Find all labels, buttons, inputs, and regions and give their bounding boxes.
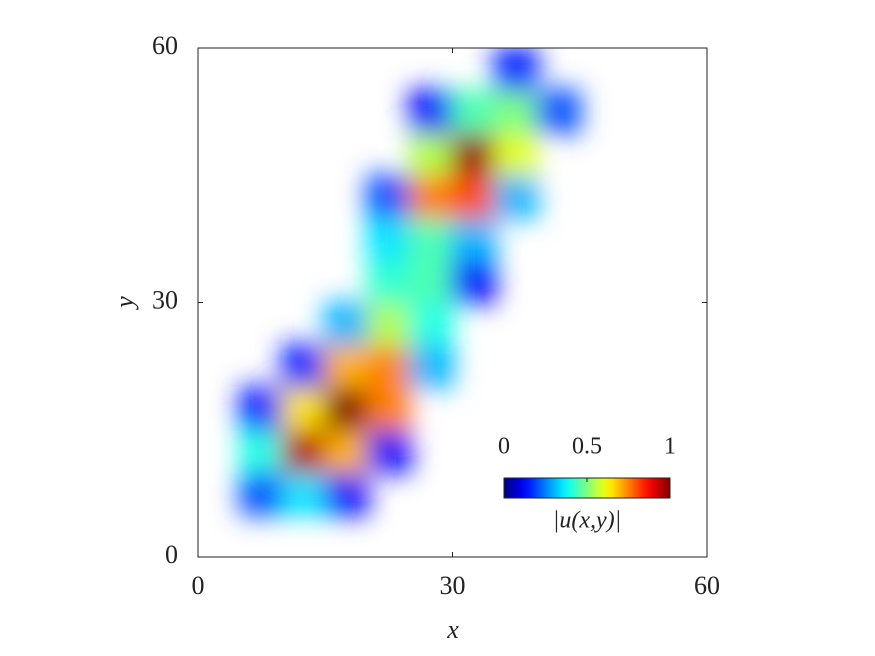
colorbar-tick-label: 1 bbox=[664, 434, 676, 460]
colorbar-tick-label: 0.5 bbox=[572, 434, 602, 460]
heat-cell bbox=[409, 174, 454, 219]
heat-cell bbox=[493, 174, 539, 219]
heat-cell bbox=[409, 89, 454, 134]
y-axis-label: y bbox=[110, 296, 139, 311]
x-tick-label: 60 bbox=[694, 571, 720, 600]
heat-cell bbox=[409, 301, 454, 346]
heat-cell bbox=[281, 386, 327, 431]
heat-cell bbox=[239, 386, 284, 431]
heat-cell bbox=[324, 471, 369, 516]
y-tick-label: 0 bbox=[165, 540, 178, 569]
heat-cell bbox=[239, 428, 284, 474]
x-axis-label: x bbox=[446, 615, 459, 644]
heat-cell bbox=[366, 343, 412, 389]
field bbox=[239, 48, 581, 516]
heat-cell bbox=[366, 428, 412, 474]
heat-cell bbox=[493, 131, 539, 177]
heat-cell bbox=[451, 259, 496, 304]
heat-cell bbox=[451, 174, 496, 219]
heat-cell bbox=[409, 131, 454, 177]
heat-cell bbox=[451, 131, 496, 177]
heat-cell bbox=[493, 48, 539, 92]
heat-cell bbox=[409, 343, 454, 389]
heat-cell bbox=[239, 471, 284, 516]
heat-cell bbox=[324, 386, 369, 431]
colorbar-label: |u(x,y)| bbox=[553, 508, 621, 534]
heat-cell bbox=[366, 259, 412, 304]
cells bbox=[239, 48, 581, 516]
heat-cell bbox=[409, 216, 454, 262]
heat-cell bbox=[366, 216, 412, 262]
heat-cell bbox=[324, 428, 369, 474]
heat-cell bbox=[493, 89, 539, 134]
heat-cell bbox=[281, 428, 327, 474]
heat-cell bbox=[366, 386, 412, 431]
heat-cell bbox=[324, 343, 369, 389]
heat-cell bbox=[536, 89, 581, 134]
y-tick-label: 30 bbox=[152, 285, 178, 314]
heat-cell bbox=[324, 301, 369, 346]
heat-cell bbox=[451, 216, 496, 262]
heat-cell bbox=[366, 174, 412, 219]
heat-cell bbox=[451, 89, 496, 134]
heat-cell bbox=[281, 471, 327, 516]
heat-cell bbox=[281, 343, 327, 389]
heat-cell bbox=[366, 301, 412, 346]
y-tick-label: 60 bbox=[152, 31, 178, 60]
colorbar-tick-label: 0 bbox=[498, 434, 510, 460]
heat-cell bbox=[409, 259, 454, 304]
x-tick-label: 0 bbox=[192, 571, 205, 600]
x-tick-label: 30 bbox=[440, 571, 466, 600]
